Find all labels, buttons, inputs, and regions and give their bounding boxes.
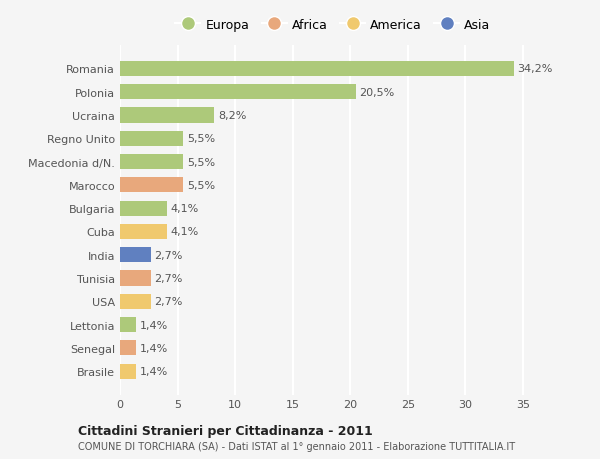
Bar [120,364,136,379]
Bar [120,178,184,193]
Text: 5,5%: 5,5% [187,157,215,167]
Bar [120,271,151,286]
Bar [120,317,136,332]
Text: 2,7%: 2,7% [155,250,183,260]
Text: 5,5%: 5,5% [187,180,215,190]
Text: COMUNE DI TORCHIARA (SA) - Dati ISTAT al 1° gennaio 2011 - Elaborazione TUTTITAL: COMUNE DI TORCHIARA (SA) - Dati ISTAT al… [78,441,515,451]
Bar [120,155,184,170]
Legend: Europa, Africa, America, Asia: Europa, Africa, America, Asia [170,14,496,37]
Bar [120,247,151,263]
Bar [120,201,167,216]
Text: 4,1%: 4,1% [170,204,199,214]
Bar [120,62,514,77]
Bar [120,131,184,146]
Text: 4,1%: 4,1% [170,227,199,237]
Bar [120,108,214,123]
Text: 5,5%: 5,5% [187,134,215,144]
Text: 8,2%: 8,2% [218,111,246,121]
Text: 34,2%: 34,2% [517,64,553,74]
Text: 1,4%: 1,4% [140,343,168,353]
Text: 2,7%: 2,7% [155,274,183,283]
Bar [120,341,136,356]
Text: 2,7%: 2,7% [155,297,183,307]
Text: 1,4%: 1,4% [140,366,168,376]
Text: 1,4%: 1,4% [140,320,168,330]
Bar [120,85,356,100]
Bar [120,294,151,309]
Text: 20,5%: 20,5% [359,88,395,97]
Bar [120,224,167,240]
Text: Cittadini Stranieri per Cittadinanza - 2011: Cittadini Stranieri per Cittadinanza - 2… [78,424,373,437]
